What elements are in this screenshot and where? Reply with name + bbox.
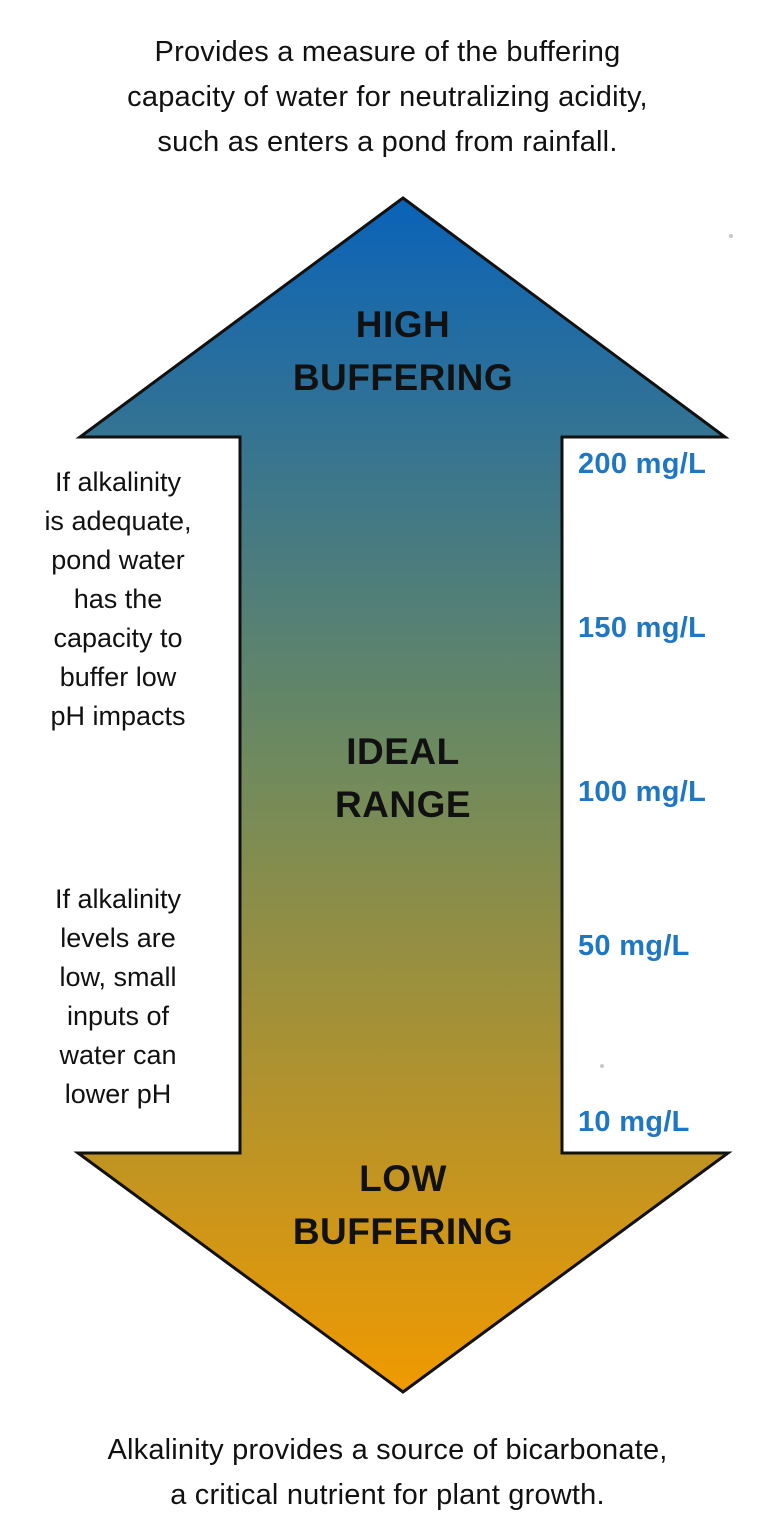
speck-dot xyxy=(600,1064,604,1068)
bottom-caption-line-2: a critical nutrient for plant growth. xyxy=(170,1479,605,1511)
note-line: lower pH xyxy=(64,1079,172,1109)
note-line: If alkalinity xyxy=(54,884,182,914)
note-line: buffer low xyxy=(59,662,177,692)
arrow-body xyxy=(73,196,733,1394)
note-line: water can xyxy=(59,1040,177,1070)
ideal-range-line-2: RANGE xyxy=(334,784,472,825)
low-buffering-label: LOW BUFFERING xyxy=(263,1152,543,1258)
adequate-alkalinity-note: If alkalinity is adequate, pond water ha… xyxy=(18,463,218,736)
top-caption-line-2: capacity of water for neutralizing acidi… xyxy=(127,81,648,113)
level-10-label: 10 mg/L xyxy=(578,1106,690,1138)
low-alkalinity-note: If alkalinity levels are low, small inpu… xyxy=(18,880,218,1114)
high-buffering-line-2: BUFFERING xyxy=(292,357,514,398)
note-line: inputs of xyxy=(66,1001,170,1031)
note-line: low, small xyxy=(59,962,177,992)
low-buffering-line-1: LOW xyxy=(359,1158,447,1199)
ideal-range-label: IDEAL RANGE xyxy=(263,725,543,831)
level-200-label: 200 mg/L xyxy=(578,448,707,480)
note-line: is adequate, xyxy=(44,506,192,536)
ideal-range-line-1: IDEAL xyxy=(346,731,460,772)
level-50-label: 50 mg/L xyxy=(578,930,690,962)
level-100-label: 100 mg/L xyxy=(578,776,707,808)
note-line: capacity to xyxy=(53,623,183,653)
note-line: If alkalinity xyxy=(54,467,182,497)
note-line: has the xyxy=(73,584,163,614)
speck-dot xyxy=(729,234,733,238)
top-caption-line-1: Provides a measure of the buffering xyxy=(154,36,621,68)
low-buffering-line-2: BUFFERING xyxy=(292,1211,514,1252)
high-buffering-label: HIGH BUFFERING xyxy=(263,298,543,404)
note-line: pH impacts xyxy=(50,701,186,731)
high-buffering-line-1: HIGH xyxy=(355,304,451,345)
bottom-caption-line-1: Alkalinity provides a source of bicarbon… xyxy=(107,1434,668,1466)
bottom-caption: Alkalinity provides a source of bicarbon… xyxy=(20,1428,755,1518)
level-150-label: 150 mg/L xyxy=(578,612,707,644)
top-caption-line-3: such as enters a pond from rainfall. xyxy=(157,126,618,158)
note-line: pond water xyxy=(51,545,185,575)
top-caption: Provides a measure of the buffering capa… xyxy=(40,30,735,165)
note-line: levels are xyxy=(60,923,176,953)
